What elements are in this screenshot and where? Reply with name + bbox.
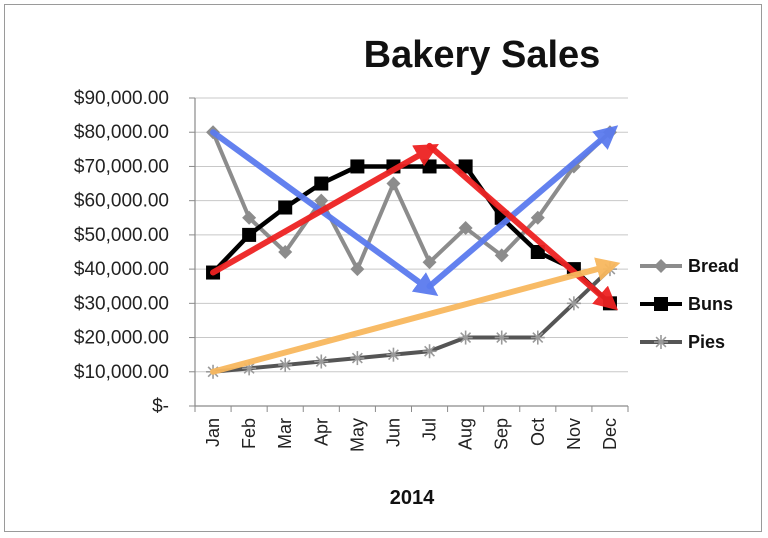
data-point-pies bbox=[530, 330, 545, 345]
data-point-bread bbox=[314, 193, 329, 208]
x-axis-ticks: Jan Feb Mar Apr May Jun Jul Aug Sep Oct Nov Dec bbox=[203, 418, 620, 452]
data-point-pies bbox=[494, 330, 509, 345]
data-point-buns bbox=[458, 159, 473, 174]
x-tick-label: Aug bbox=[456, 418, 476, 450]
y-tick-label: $90,000.00 bbox=[74, 88, 169, 109]
series-line-bread bbox=[211, 130, 612, 272]
y-axis-ticks: $- $10,000.00 $20,000.00 $30,000.00 $40,000.… bbox=[74, 88, 169, 417]
data-point-pies bbox=[314, 354, 329, 369]
annotation-arrow bbox=[426, 125, 619, 290]
chart-frame bbox=[4, 4, 762, 532]
x-tick-label: Apr bbox=[311, 418, 331, 446]
data-point-bread bbox=[350, 262, 365, 277]
legend-marker-pies bbox=[654, 335, 668, 349]
y-tick-label: $80,000.00 bbox=[74, 122, 169, 143]
axes bbox=[189, 97, 629, 412]
data-point-buns bbox=[242, 227, 257, 242]
legend-label-buns: Buns bbox=[688, 294, 733, 314]
data-point-pies bbox=[458, 330, 473, 345]
annotation-arrow bbox=[426, 142, 619, 311]
data-point-bread bbox=[278, 245, 293, 259]
gridlines bbox=[195, 97, 628, 373]
data-point-buns bbox=[422, 159, 437, 174]
y-tick-label: $50,000.00 bbox=[74, 225, 169, 246]
data-point-bread bbox=[458, 221, 473, 236]
legend-marker-bread bbox=[654, 259, 668, 273]
legend-label-pies: Pies bbox=[688, 332, 725, 352]
annotation-arrow bbox=[210, 143, 439, 276]
annotation-arrow bbox=[210, 257, 621, 375]
data-point-bread bbox=[422, 255, 437, 270]
y-tick-label: $20,000.00 bbox=[74, 328, 169, 349]
data-point-pies bbox=[350, 351, 365, 366]
y-tick-label: $40,000.00 bbox=[74, 259, 169, 280]
data-point-pies bbox=[566, 296, 581, 311]
chart-title: Bakery Sales bbox=[364, 34, 601, 76]
data-point-pies bbox=[386, 347, 401, 362]
data-point-buns bbox=[278, 200, 293, 215]
data-point-pies bbox=[422, 344, 437, 359]
y-tick-label: $10,000.00 bbox=[74, 362, 169, 383]
x-tick-label: Mar bbox=[275, 418, 295, 449]
data-point-buns bbox=[530, 245, 545, 259]
x-tick-label: May bbox=[347, 418, 367, 452]
x-tick-label: Jun bbox=[383, 418, 403, 447]
y-tick-label: $70,000.00 bbox=[74, 156, 169, 177]
x-tick-label: Nov bbox=[564, 418, 584, 450]
x-tick-label: Sep bbox=[492, 418, 512, 450]
data-point-buns bbox=[350, 159, 365, 174]
data-point-buns bbox=[314, 176, 329, 191]
legend-label-bread: Bread bbox=[688, 256, 739, 276]
x-tick-label: Feb bbox=[239, 418, 259, 449]
data-point-bread bbox=[242, 210, 257, 225]
x-axis-title: 2014 bbox=[390, 487, 435, 509]
legend-marker-buns bbox=[654, 297, 668, 311]
x-tick-label: Jul bbox=[420, 418, 440, 441]
x-tick-label: Oct bbox=[528, 418, 548, 446]
data-point-pies bbox=[278, 357, 293, 372]
annotation-arrows bbox=[210, 125, 621, 375]
y-tick-label: $60,000.00 bbox=[74, 191, 169, 212]
x-tick-label: Dec bbox=[600, 418, 620, 450]
y-tick-label: $- bbox=[152, 396, 169, 417]
data-point-bread bbox=[494, 248, 509, 263]
data-point-bread bbox=[386, 176, 401, 191]
y-tick-label: $30,000.00 bbox=[74, 293, 169, 314]
legend: Bread Buns Pies bbox=[640, 256, 739, 352]
data-point-bread bbox=[530, 210, 545, 225]
x-tick-label: Jan bbox=[203, 418, 223, 447]
